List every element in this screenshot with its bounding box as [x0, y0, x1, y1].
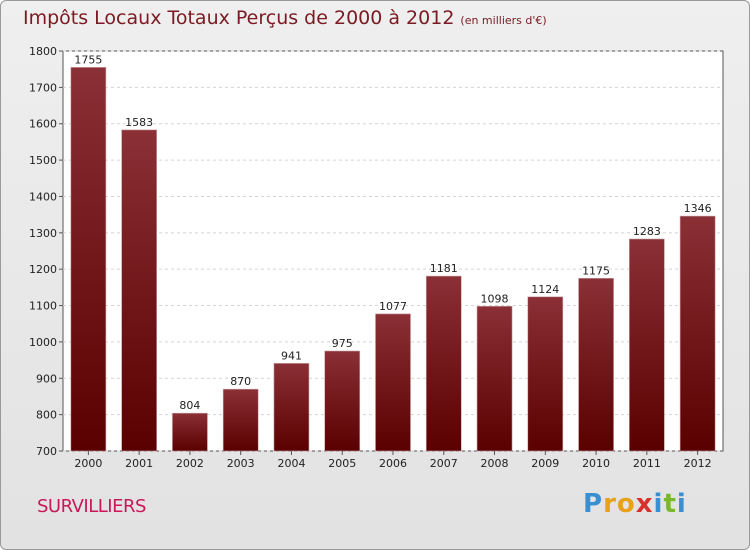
y-tick-label: 1200: [29, 263, 57, 276]
x-tick-label-2000: 2000: [74, 457, 102, 470]
value-label-2011: 1283: [633, 225, 661, 238]
commune-name: SURVILLIERS: [37, 496, 146, 517]
y-tick-label: 1400: [29, 190, 57, 203]
value-label-2006: 1077: [379, 300, 407, 313]
bar-2001: [121, 129, 157, 452]
x-tick-label-2004: 2004: [277, 457, 305, 470]
y-tick-label: 1600: [29, 118, 57, 131]
logo-letter: i: [676, 489, 687, 519]
x-tick-label-2006: 2006: [379, 457, 407, 470]
x-tick-label-2012: 2012: [684, 457, 712, 470]
logo-letter: t: [663, 489, 677, 519]
y-tick-label: 1300: [29, 227, 57, 240]
value-label-2005: 975: [332, 337, 353, 350]
bar-2010: [578, 277, 614, 452]
value-label-2012: 1346: [684, 202, 712, 215]
y-tick-label: 1800: [29, 45, 57, 58]
bars: 1755 1583 804 870 941 975 1077 1181 1098 1124 1175…: [70, 53, 716, 452]
logo-letter: P: [583, 489, 604, 519]
bar-2005: [324, 350, 361, 452]
bar-2004: [273, 363, 310, 452]
value-label-2010: 1175: [582, 264, 610, 277]
x-tick-label-2010: 2010: [582, 457, 610, 470]
bar-2012: [679, 215, 716, 452]
y-tick-label: 1000: [29, 336, 57, 349]
chart-unit-label: (en milliers d'€): [460, 14, 547, 27]
proxiti-logo: Proxiti: [583, 489, 687, 519]
y-axis: 700 800 900 1000 1100 1200 1300 1400 1500 1600 170…: [29, 45, 63, 458]
logo-letter: o: [616, 489, 636, 519]
bar-2007: [425, 275, 462, 452]
y-tick-label: 800: [36, 409, 57, 422]
chart-title: Impôts Locaux Totaux Perçus de 2000 à 20…: [23, 7, 547, 29]
bar-2009: [527, 296, 564, 452]
value-label-2004: 941: [281, 349, 302, 362]
logo-letter: x: [635, 489, 654, 519]
bar-2008: [476, 305, 513, 452]
value-label-2003: 870: [230, 375, 251, 388]
x-tick-label-2002: 2002: [176, 457, 204, 470]
y-tick-label: 1700: [29, 81, 57, 94]
bar-2002: [172, 412, 208, 452]
value-label-2009: 1124: [531, 283, 559, 296]
value-label-2002: 804: [179, 399, 200, 412]
y-tick-label: 900: [36, 372, 57, 385]
value-label-2008: 1098: [481, 292, 509, 305]
logo-letter: r: [603, 489, 617, 519]
bar-2003: [222, 388, 259, 452]
value-label-2001: 1583: [125, 116, 153, 129]
bar-2006: [375, 313, 411, 452]
x-tick-label-2007: 2007: [430, 457, 458, 470]
x-axis: 2000 2001 2002 2003 2004 2005 2006 2007 2008 2009…: [74, 451, 712, 470]
y-tick-label: 1500: [29, 154, 57, 167]
x-tick-label-2008: 2008: [481, 457, 509, 470]
value-label-2007: 1181: [430, 262, 458, 275]
y-tick-label: 700: [36, 445, 57, 458]
x-tick-label-2001: 2001: [125, 457, 153, 470]
logo-letter: i: [653, 489, 664, 519]
x-tick-label-2009: 2009: [531, 457, 559, 470]
bar-2000: [70, 67, 107, 452]
x-tick-label-2003: 2003: [227, 457, 255, 470]
chart-title-text: Impôts Locaux Totaux Perçus de 2000 à 20…: [23, 7, 455, 29]
bar-2011: [629, 238, 665, 452]
value-label-2000: 1755: [74, 53, 102, 66]
y-tick-label: 1100: [29, 300, 57, 313]
x-tick-label-2011: 2011: [633, 457, 661, 470]
x-tick-label-2005: 2005: [328, 457, 356, 470]
